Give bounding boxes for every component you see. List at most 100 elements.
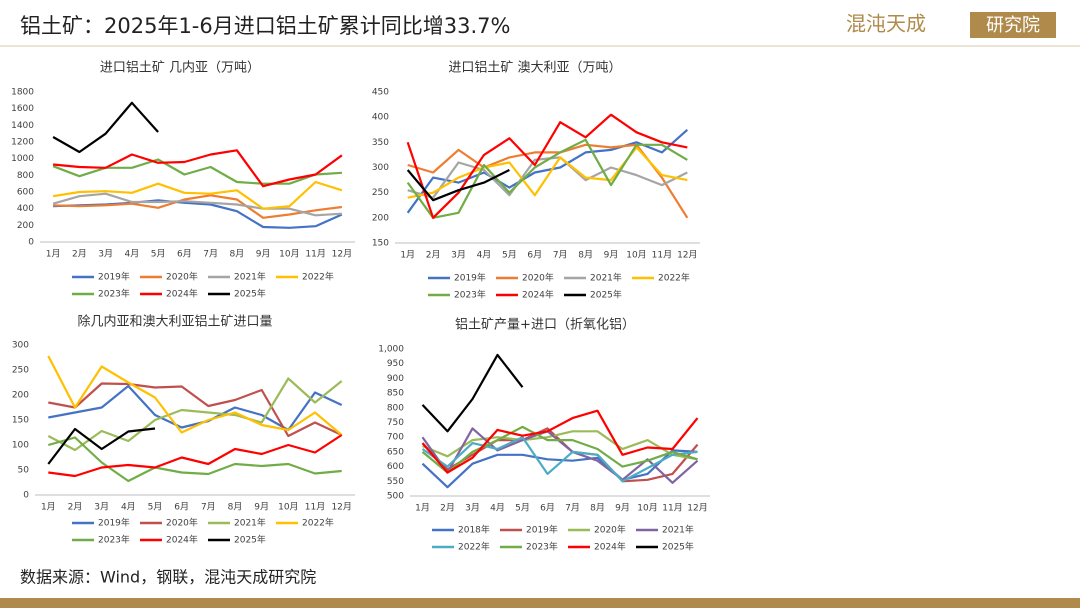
- x-tick-label: 4月: [490, 503, 505, 514]
- x-tick-label: 5月: [151, 249, 166, 260]
- x-tick-label: 2月: [68, 502, 83, 513]
- y-tick-label: 150: [12, 416, 29, 426]
- x-tick-label: 5月: [502, 250, 517, 261]
- y-tick-label: 900: [387, 374, 404, 384]
- x-tick-label: 12月: [687, 503, 707, 514]
- legend-label: 2024年: [522, 289, 554, 301]
- y-tick-label: 200: [372, 213, 389, 223]
- legend-label: 2025年: [234, 288, 266, 300]
- legend-label: 2024年: [166, 288, 198, 300]
- y-tick-label: 100: [12, 441, 29, 451]
- x-tick-label: 6月: [527, 250, 542, 261]
- legend-label: 2021年: [662, 524, 694, 536]
- x-tick-label: 8月: [228, 502, 243, 513]
- x-tick-label: 4月: [121, 502, 136, 513]
- x-tick-label: 1月: [415, 503, 430, 514]
- x-tick-label: 1月: [46, 249, 61, 260]
- x-tick-label: 2月: [426, 250, 441, 261]
- y-tick-label: 400: [17, 204, 34, 214]
- x-tick-label: 4月: [125, 249, 140, 260]
- x-tick-label: 8月: [230, 249, 245, 260]
- legend-label: 2023年: [98, 288, 130, 300]
- series-line: [406, 138, 688, 219]
- x-tick-label: 10月: [637, 503, 657, 514]
- y-tick-label: 400: [372, 113, 389, 123]
- y-tick-label: 800: [17, 171, 34, 181]
- series-line: [52, 149, 343, 188]
- legend-label: 2022年: [658, 272, 690, 284]
- y-tick-label: 450: [372, 88, 389, 98]
- legend-label: 2021年: [234, 271, 266, 283]
- legend-label: 2022年: [458, 541, 490, 553]
- legend-label: 2022年: [302, 517, 334, 529]
- legend-label: 2024年: [594, 541, 626, 553]
- series-line: [47, 427, 156, 465]
- bottom-band: [0, 598, 1080, 608]
- x-tick-label: 12月: [331, 502, 351, 513]
- x-tick-label: 5月: [148, 502, 163, 513]
- series-line: [407, 156, 688, 199]
- x-tick-label: 8月: [590, 503, 605, 514]
- y-tick-label: 300: [12, 341, 29, 351]
- chart-title: 铝土矿产量+进口（折氧化铝）: [455, 318, 635, 333]
- y-tick-label: 1800: [11, 88, 34, 98]
- y-tick-label: 650: [387, 447, 404, 457]
- series-line: [52, 192, 342, 217]
- legend-label: 2022年: [302, 271, 334, 283]
- y-tick-label: 200: [17, 221, 34, 231]
- logo-name: 混沌天成: [846, 12, 926, 36]
- y-tick-label: 1200: [11, 138, 34, 148]
- y-tick-label: 1600: [11, 104, 34, 114]
- x-tick-label: 11月: [305, 249, 325, 260]
- x-tick-label: 3月: [465, 503, 480, 514]
- x-tick-label: 12月: [677, 250, 697, 261]
- legend-label: 2020年: [166, 271, 198, 283]
- series-line: [421, 425, 698, 474]
- series-line: [48, 382, 343, 438]
- series-line: [53, 194, 343, 219]
- series-line: [52, 101, 159, 154]
- legend-label: 2021年: [590, 272, 622, 284]
- logo-box: [970, 12, 1056, 38]
- legend-label: 2019年: [526, 524, 558, 536]
- legend-label: 2025年: [590, 289, 622, 301]
- x-tick-label: 7月: [565, 503, 580, 514]
- series-line: [421, 427, 699, 484]
- series-line: [47, 355, 343, 436]
- y-tick-label: 50: [18, 466, 30, 476]
- x-tick-label: 3月: [451, 250, 466, 261]
- y-tick-label: 250: [372, 188, 389, 198]
- series-line: [47, 377, 343, 452]
- legend-label: 2020年: [594, 524, 626, 536]
- x-tick-label: 4月: [477, 250, 492, 261]
- x-tick-label: 8月: [578, 250, 593, 261]
- x-tick-label: 11月: [652, 250, 672, 261]
- x-tick-label: 2月: [72, 249, 87, 260]
- legend-label: 2025年: [662, 541, 694, 553]
- y-tick-label: 1400: [11, 121, 34, 131]
- x-tick-label: 9月: [256, 249, 271, 260]
- series-line: [48, 436, 342, 483]
- series-line: [406, 169, 510, 202]
- x-tick-label: 9月: [615, 503, 630, 514]
- legend-label: 2020年: [522, 272, 554, 284]
- y-tick-label: 750: [387, 418, 404, 428]
- series-line: [421, 436, 698, 483]
- y-tick-label: 600: [17, 188, 34, 198]
- series-line: [406, 113, 688, 219]
- x-tick-label: 5月: [515, 503, 530, 514]
- y-tick-label: 0: [23, 491, 29, 501]
- series-line: [407, 143, 689, 219]
- series-line: [52, 180, 343, 210]
- y-tick-label: 950: [387, 359, 404, 369]
- chart-title: 除几内亚和澳大利亚铝土矿进口量: [77, 314, 272, 330]
- logo-unit: 研究院: [986, 15, 1040, 36]
- series-line: [52, 158, 342, 185]
- x-tick-label: 6月: [540, 503, 555, 514]
- x-tick-label: 6月: [174, 502, 189, 513]
- y-tick-label: 1,000: [378, 345, 404, 355]
- x-tick-label: 11月: [305, 502, 325, 513]
- legend-label: 2019年: [454, 272, 486, 284]
- x-tick-label: 10月: [626, 250, 646, 261]
